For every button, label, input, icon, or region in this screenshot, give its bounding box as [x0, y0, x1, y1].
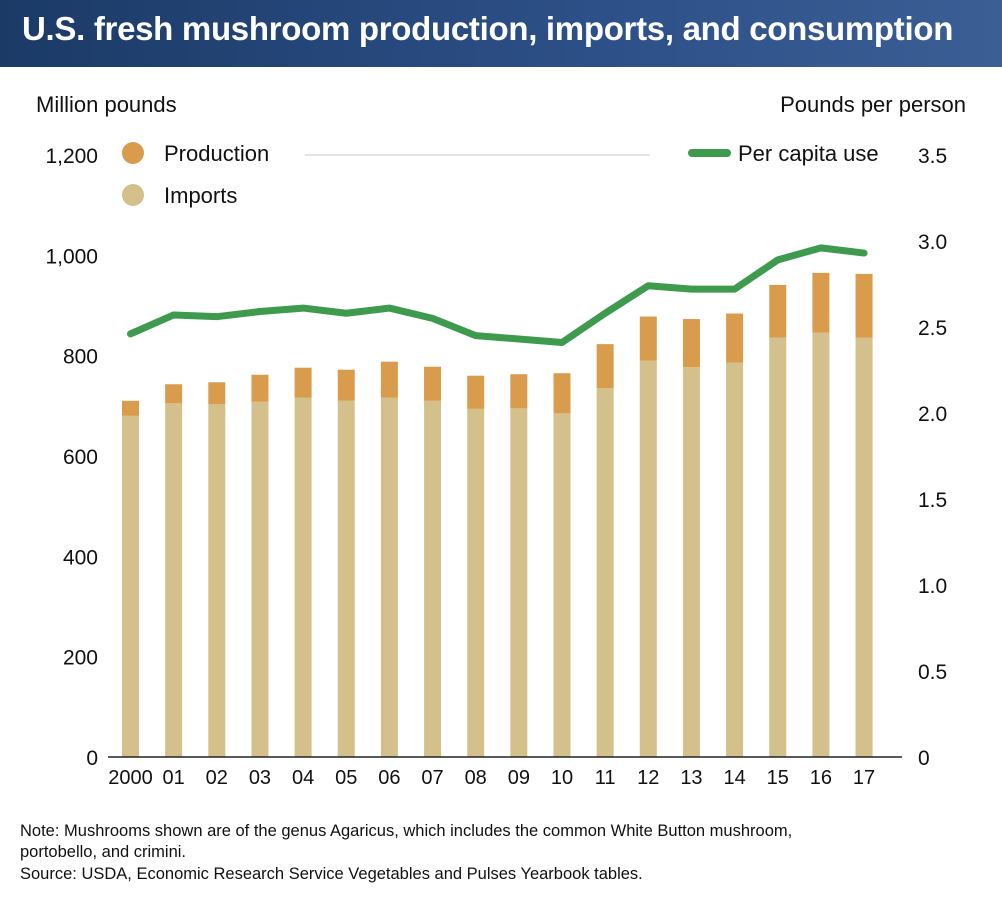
production-bar	[726, 313, 744, 363]
production-bar	[855, 273, 873, 338]
legend: Production Imports Per capita use	[122, 141, 879, 208]
chart-title: U.S. fresh mushroom production, imports,…	[22, 10, 954, 47]
imports-bar	[208, 404, 226, 757]
production-bar	[596, 344, 614, 389]
production-bar	[424, 366, 442, 401]
imports-bar	[855, 337, 873, 757]
imports-bar	[726, 362, 744, 757]
imports-bar	[682, 367, 700, 757]
imports-bar	[553, 413, 571, 757]
x-tick-label: 06	[378, 767, 400, 789]
legend-imports-label: Imports	[164, 183, 237, 208]
production-bar	[682, 319, 700, 368]
imports-bar	[122, 415, 139, 757]
imports-bar	[380, 397, 398, 757]
production-bar	[122, 400, 139, 416]
left-tick-label: 600	[63, 446, 98, 469]
left-tick-label: 400	[63, 546, 98, 569]
imports-bar	[251, 401, 269, 757]
imports-bar	[337, 400, 355, 757]
x-tick-label: 11	[595, 767, 616, 789]
x-tick-label: 12	[637, 767, 659, 789]
production-bar	[380, 361, 398, 398]
x-tick-label: 02	[206, 767, 228, 789]
x-tick-label: 17	[853, 767, 875, 789]
imports-bar	[424, 400, 442, 757]
production-bar	[639, 316, 657, 361]
title-bar: U.S. fresh mushroom production, imports,…	[0, 0, 1002, 67]
left-tick-label: 0	[86, 747, 98, 770]
x-tick-label: 05	[335, 767, 357, 789]
per-capita-line	[127, 244, 868, 346]
bars	[122, 272, 873, 757]
imports-bar	[769, 337, 787, 757]
imports-bar	[596, 388, 614, 757]
x-tick-label: 09	[508, 767, 530, 789]
right-tick-label: 3.0	[918, 231, 947, 254]
left-tick-label: 200	[63, 647, 98, 670]
production-bar	[165, 384, 183, 404]
right-tick-label: 0.5	[918, 661, 947, 684]
production-bar	[294, 367, 312, 398]
left-tick-label: 1,200	[45, 145, 98, 168]
imports-bar	[812, 332, 830, 757]
production-bar	[510, 374, 528, 409]
imports-bar	[294, 397, 312, 757]
imports-bar	[639, 360, 657, 757]
production-bar	[553, 373, 571, 414]
note-line-2: portobello, and crimini.	[20, 843, 186, 861]
note-line-1: Note: Mushrooms shown are of the genus A…	[20, 822, 793, 840]
left-axis-label: Million pounds	[36, 92, 177, 117]
production-bar	[769, 284, 787, 338]
production-bar	[812, 272, 830, 333]
source: Source: USDA, Economic Research Service …	[20, 865, 643, 883]
production-bar	[208, 382, 226, 405]
x-tick-label: 16	[810, 767, 832, 789]
x-tick-label: 08	[465, 767, 487, 789]
right-tick-label: 1.5	[918, 489, 947, 512]
x-tick-label: 01	[163, 767, 185, 789]
right-tick-label: 0	[918, 747, 930, 770]
left-tick-label: 800	[63, 346, 98, 369]
right-axis-label: Pounds per person	[780, 92, 966, 117]
right-tick-label: 2.0	[918, 403, 947, 426]
legend-production-swatch	[122, 142, 144, 164]
right-tick-label: 3.5	[918, 145, 947, 168]
x-axis: 2000 01 02 03 04 05 06 07 08 09 10 11 12 13 14 15 16 17	[108, 756, 902, 789]
legend-per-capita-label: Per capita use	[738, 141, 879, 166]
per-capita-series-line	[127, 244, 868, 346]
production-bar	[251, 374, 269, 402]
x-tick-label: 03	[249, 767, 271, 789]
x-tick-label: 13	[680, 767, 702, 789]
right-tick-label: 1.0	[918, 575, 947, 598]
right-tick-label: 2.5	[918, 317, 947, 340]
x-tick-label: 04	[292, 767, 314, 789]
legend-imports-swatch	[122, 184, 144, 206]
x-tick-label: 07	[421, 767, 443, 789]
left-tick-label: 1,000	[45, 245, 98, 268]
production-bar	[337, 369, 355, 401]
production-bar	[467, 375, 485, 409]
left-y-axis: 0 200 400 600 800 1,000 1,200	[45, 145, 98, 770]
imports-bar	[467, 408, 485, 757]
note: Note: Mushrooms shown are of the genus A…	[20, 821, 792, 863]
legend-production-label: Production	[164, 141, 269, 166]
x-tick-label: 2000	[108, 767, 153, 789]
x-tick-label: 15	[767, 767, 789, 789]
x-tick-label: 10	[551, 767, 573, 789]
x-tick-label: 14	[723, 767, 745, 789]
imports-bar	[510, 408, 528, 757]
imports-bar	[165, 403, 183, 757]
right-y-axis: 0 0.5 1.0 1.5 2.0 2.5 3.0 3.5	[918, 145, 947, 770]
